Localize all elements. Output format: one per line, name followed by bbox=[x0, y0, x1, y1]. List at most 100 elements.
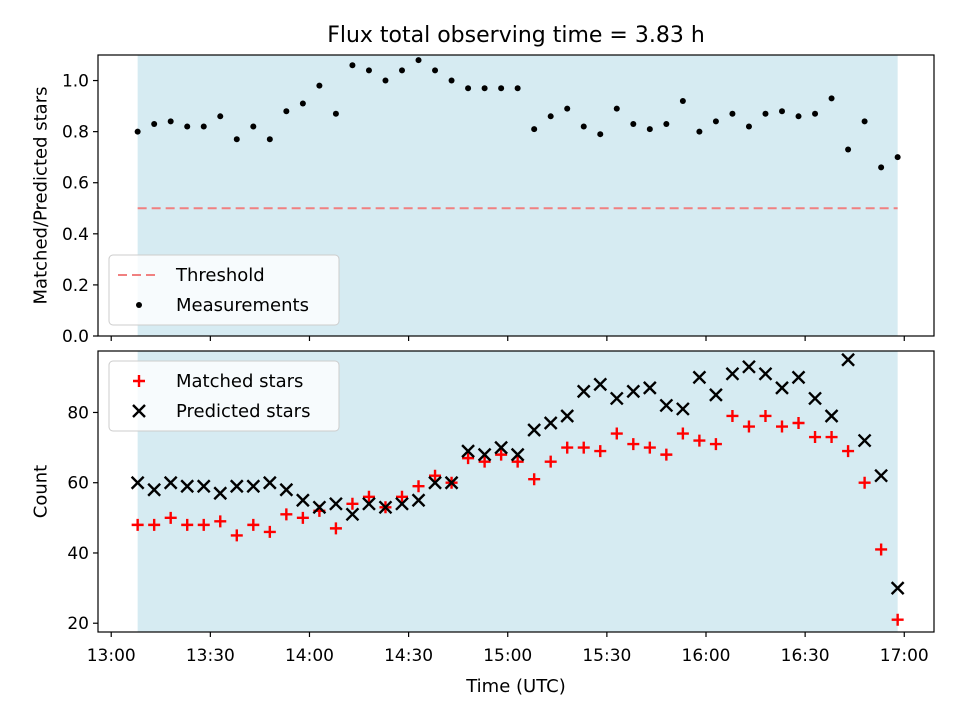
x-tick-label: 14:00 bbox=[285, 646, 334, 666]
measurements-point bbox=[663, 120, 670, 127]
matched-stars-point bbox=[792, 417, 805, 430]
measurements-point bbox=[217, 113, 224, 120]
legend-measurements-label: Measurements bbox=[176, 295, 309, 316]
measurements-point bbox=[861, 118, 868, 125]
predicted-stars-point bbox=[642, 381, 657, 395]
x-tick-label: 15:00 bbox=[483, 646, 532, 666]
x-tick-label: 17:00 bbox=[880, 646, 929, 666]
measurements-point bbox=[465, 85, 472, 92]
count-panel-marks bbox=[130, 352, 905, 626]
measurements-point bbox=[184, 123, 191, 130]
measurements-point bbox=[712, 118, 719, 125]
predicted-stars-point bbox=[874, 468, 888, 483]
matched-stars-point bbox=[148, 518, 161, 531]
x-tick-label: 16:30 bbox=[781, 646, 830, 666]
y-tick-label: 1.0 bbox=[62, 72, 89, 92]
measurements-point bbox=[299, 100, 306, 107]
y-tick-label: 0.2 bbox=[62, 276, 89, 296]
predicted-stars-point bbox=[378, 500, 393, 515]
matched-stars-point bbox=[676, 427, 689, 440]
measurements-point bbox=[332, 110, 339, 117]
ratio-panel-y-axis: 0.0 0.2 0.4 0.6 0.8 1.0 bbox=[62, 72, 98, 347]
y-tick-label: 20 bbox=[67, 614, 89, 634]
measurements-point bbox=[250, 123, 257, 130]
predicted-stars-point bbox=[196, 479, 211, 494]
predicted-stars-point bbox=[841, 352, 855, 367]
matched-stars-point bbox=[181, 518, 194, 531]
x-tick-label: 16:00 bbox=[682, 646, 731, 666]
measurements-point bbox=[597, 131, 604, 138]
measurements-point bbox=[399, 67, 405, 74]
matched-stars-point bbox=[693, 434, 706, 447]
predicted-stars-point bbox=[262, 475, 277, 490]
matched-stars-point bbox=[214, 515, 227, 528]
matched-stars-point bbox=[627, 438, 640, 451]
measurements-point bbox=[316, 82, 323, 89]
ratio-panel-legend: Threshold Measurements bbox=[108, 254, 340, 326]
predicted-stars-point bbox=[147, 482, 162, 497]
x-tick-label: 13:30 bbox=[186, 646, 235, 666]
matched-stars-point bbox=[776, 420, 788, 433]
matched-stars-point bbox=[544, 455, 557, 468]
ratio-panel-marks bbox=[134, 57, 901, 171]
matched-stars-point bbox=[263, 525, 276, 538]
matched-stars-point bbox=[230, 529, 243, 542]
predicted-stars-point bbox=[213, 486, 228, 501]
matched-stars-point bbox=[197, 518, 210, 531]
matched-stars-point bbox=[891, 613, 904, 626]
measurements-point bbox=[762, 110, 769, 117]
measurements-point bbox=[167, 118, 174, 125]
ratio-panel: 0.0 0.2 0.4 0.6 0.8 1.0 Matched/Predicted sta… bbox=[30, 54, 935, 347]
measurements-point bbox=[845, 146, 852, 153]
predicted-stars-point bbox=[345, 507, 360, 522]
measurements-point bbox=[233, 136, 240, 143]
legend-measurements-swatch bbox=[136, 302, 142, 308]
measurements-point bbox=[696, 128, 703, 135]
matched-stars-point bbox=[643, 441, 656, 454]
count-panel-y-label: Count bbox=[30, 465, 51, 518]
x-axis-label: Time (UTC) bbox=[465, 676, 566, 697]
predicted-stars-point bbox=[510, 447, 525, 462]
predicted-stars-point bbox=[180, 479, 195, 494]
predicted-stars-point bbox=[428, 475, 442, 490]
count-panel-x-axis: 13:00 13:30 14:00 14:30 15:00 15:30 16:00 16:30… bbox=[87, 632, 929, 666]
matched-stars-point bbox=[346, 497, 359, 510]
matched-stars-point bbox=[131, 518, 144, 531]
measurements-point bbox=[448, 77, 455, 84]
predicted-stars-point bbox=[229, 479, 244, 494]
y-tick-label: 0.8 bbox=[62, 123, 89, 143]
y-tick-label: 0.6 bbox=[62, 174, 89, 194]
y-tick-label: 0.0 bbox=[62, 327, 89, 347]
predicted-stars-point bbox=[543, 416, 558, 430]
predicted-stars-point bbox=[609, 391, 624, 406]
predicted-stars-point bbox=[676, 402, 690, 416]
ratio-panel-x-ticks bbox=[110, 336, 905, 341]
matched-stars-point bbox=[660, 448, 673, 461]
ratio-panel-y-label: Matched/Predicted stars bbox=[30, 87, 51, 305]
predicted-stars-point bbox=[576, 384, 591, 399]
matched-stars-point bbox=[412, 480, 425, 493]
measurements-point bbox=[498, 85, 505, 92]
measurements-point bbox=[365, 67, 372, 74]
predicted-stars-point bbox=[527, 423, 542, 437]
predicted-stars-point bbox=[461, 444, 475, 458]
measurements-point bbox=[745, 123, 752, 130]
chart-title: Flux total observing time = 3.83 h bbox=[327, 23, 705, 48]
ratio-panel-frame bbox=[97, 54, 935, 337]
matched-stars-point bbox=[478, 455, 491, 468]
matched-stars-point bbox=[462, 452, 475, 465]
matched-stars-point bbox=[561, 441, 574, 454]
predicted-stars-point bbox=[808, 391, 822, 406]
measurements-point bbox=[415, 57, 422, 64]
measurements-point bbox=[531, 126, 538, 133]
measurements-point bbox=[679, 97, 686, 104]
predicted-stars-point bbox=[163, 475, 178, 490]
matched-stars-point bbox=[495, 448, 508, 461]
measurements-point bbox=[564, 105, 571, 112]
matched-stars-point bbox=[742, 420, 755, 433]
predicted-stars-point bbox=[775, 381, 789, 395]
predicted-stars-point bbox=[494, 440, 508, 455]
predicted-stars-point bbox=[824, 409, 839, 423]
matched-stars-point bbox=[280, 508, 293, 521]
x-tick-label: 14:30 bbox=[384, 646, 433, 666]
